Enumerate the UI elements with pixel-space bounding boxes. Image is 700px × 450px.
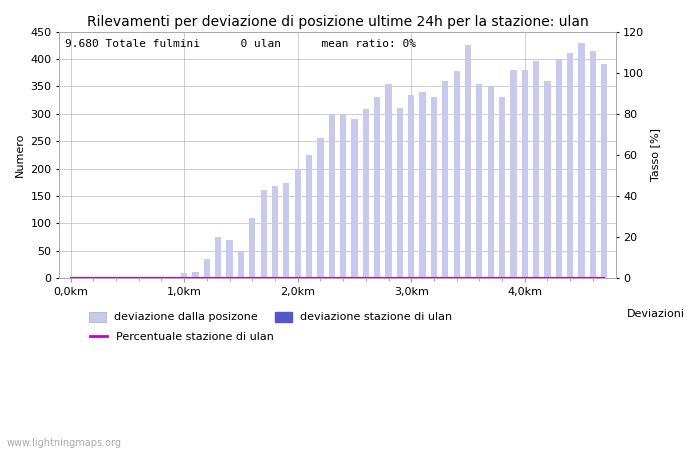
Bar [328,114,335,278]
Bar [363,109,369,278]
Bar [408,94,414,278]
Bar [181,273,188,278]
Bar [430,97,437,278]
Bar [578,42,584,278]
Bar [340,114,346,278]
Bar [374,97,380,278]
Bar [442,81,449,278]
Bar [419,92,426,278]
Bar [397,108,403,278]
Y-axis label: Tasso [%]: Tasso [%] [650,128,660,181]
Bar [567,54,573,278]
Bar [386,84,391,278]
Bar [306,155,312,278]
Bar [601,64,608,278]
Bar [510,70,517,278]
Bar [215,237,221,278]
Text: www.lightningmaps.org: www.lightningmaps.org [7,438,122,448]
Bar [533,61,539,278]
Bar [317,139,323,278]
Bar [295,170,301,278]
Y-axis label: Numero: Numero [15,133,25,177]
Bar [465,45,471,278]
Bar [193,271,199,278]
Title: Rilevamenti per deviazione di posizione ultime 24h per la stazione: ulan: Rilevamenti per deviazione di posizione … [87,15,588,29]
Bar [284,183,290,278]
Bar [545,81,551,278]
Legend: Percentuale stazione di ulan: Percentuale stazione di ulan [85,327,278,346]
Text: 9.680 Totale fulmini      0 ulan      mean ratio: 0%: 9.680 Totale fulmini 0 ulan mean ratio: … [65,39,416,49]
Bar [351,119,358,278]
Bar [260,190,267,278]
Bar [522,70,528,278]
Bar [589,51,596,278]
Bar [499,97,505,278]
Bar [488,86,494,278]
Bar [476,84,482,278]
Bar [249,218,256,278]
Bar [227,240,232,278]
Bar [204,260,210,278]
Bar [556,59,562,278]
Bar [272,186,278,278]
Text: Deviazioni: Deviazioni [627,309,685,319]
Bar [454,71,460,278]
Bar [238,252,244,278]
